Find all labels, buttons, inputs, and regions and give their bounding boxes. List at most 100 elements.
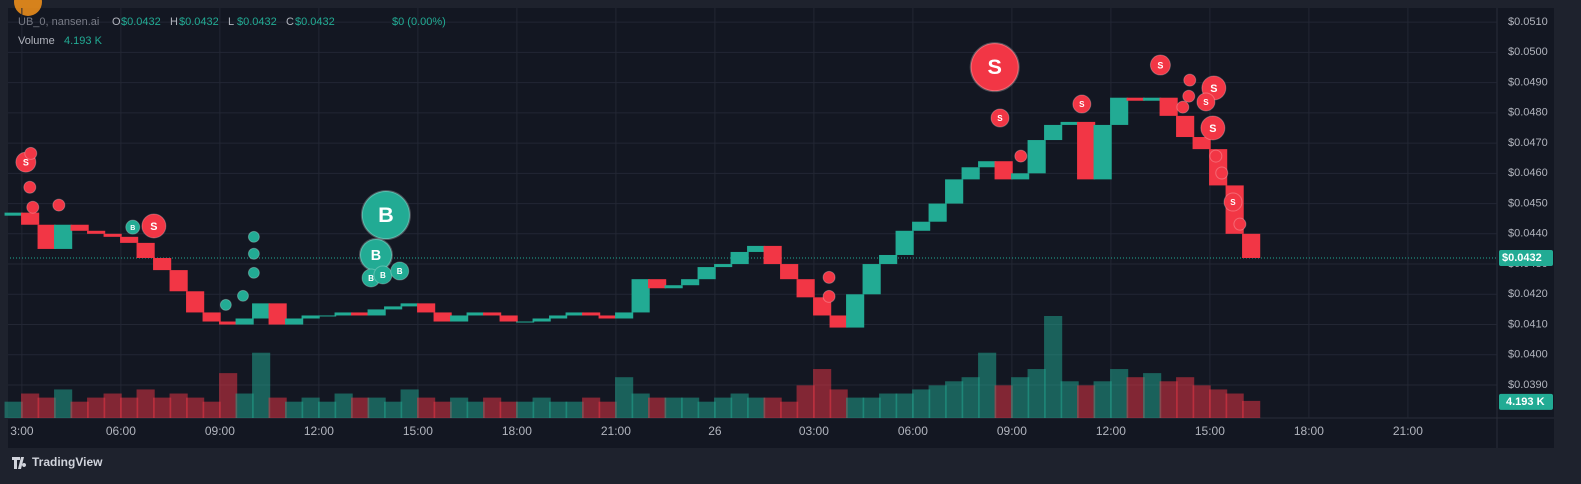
volume-bar	[1110, 369, 1129, 418]
volume-bar	[796, 385, 815, 418]
last-volume-badge	[1499, 393, 1553, 410]
volume-bar	[532, 397, 551, 418]
volume-bar	[351, 397, 370, 418]
candle	[697, 267, 716, 280]
volume-legend-name: Volume	[18, 35, 55, 47]
volume-bar	[202, 401, 221, 418]
x-tick-label: 21:00	[1393, 424, 1423, 438]
volume-layer	[4, 316, 1261, 418]
candle	[136, 242, 155, 259]
x-tick-label: 15:00	[1195, 424, 1225, 438]
candle	[153, 258, 172, 271]
candle	[565, 312, 584, 316]
candle	[466, 312, 485, 316]
candle	[334, 312, 353, 316]
volume-bar	[582, 397, 601, 418]
volume-bar	[1209, 389, 1228, 418]
candle	[1242, 233, 1261, 259]
volume-legend-value: 4.193 K	[64, 35, 103, 47]
x-tick-label: 3:00	[10, 424, 34, 438]
trade-marker	[1183, 73, 1197, 87]
trade-marker	[1209, 149, 1223, 163]
volume-bar	[367, 397, 386, 418]
y-tick-label: $0.0510	[1508, 16, 1548, 28]
trade-marker-label: S	[1209, 123, 1216, 135]
candle	[681, 279, 700, 286]
candle	[1192, 137, 1211, 150]
candle	[978, 161, 997, 168]
volume-bar	[615, 377, 634, 418]
last-price-label: $0.0432	[1502, 252, 1542, 264]
trade-marker	[1182, 89, 1196, 103]
volume-bar	[1077, 385, 1096, 418]
candle	[549, 315, 568, 319]
candle	[664, 285, 683, 289]
candle	[631, 279, 650, 313]
volume-bar	[516, 401, 535, 418]
trade-marker	[1072, 94, 1092, 114]
candle	[895, 230, 914, 255]
candle	[730, 251, 749, 265]
volume-bar	[54, 389, 73, 418]
trade-marker	[52, 198, 66, 212]
volume-bar	[70, 401, 89, 418]
volume-bar	[120, 397, 139, 418]
candle	[1176, 115, 1195, 138]
candle	[433, 312, 452, 322]
volume-bar	[466, 401, 485, 418]
volume-bar	[318, 401, 337, 418]
volume-bar	[961, 377, 980, 418]
volume-bar	[1242, 400, 1261, 418]
candle	[829, 315, 848, 328]
candle	[367, 309, 386, 316]
trade-marker	[125, 219, 141, 235]
x-tick-label: 18:00	[502, 424, 532, 438]
candle	[186, 291, 205, 313]
volume-bar	[829, 389, 848, 418]
candle	[483, 312, 502, 316]
x-tick-label: 03:00	[799, 424, 829, 438]
candle	[499, 315, 518, 322]
volume-bar	[483, 397, 502, 418]
volume-bar	[1027, 369, 1046, 418]
volume-bar	[714, 397, 733, 418]
ohlc-value: $0.0432	[179, 16, 219, 28]
candle	[598, 315, 617, 319]
candle	[780, 264, 799, 280]
volume-bar	[37, 397, 56, 418]
y-tick-label: $0.0490	[1508, 76, 1548, 88]
candle-layer	[4, 97, 1261, 328]
y-tick-label: $0.0400	[1508, 349, 1548, 361]
trade-marker	[1149, 54, 1171, 76]
trade-marker-label: B	[368, 274, 374, 283]
trade-marker-label: B	[397, 267, 403, 276]
ohlc-key: C	[286, 16, 294, 28]
candle	[516, 321, 535, 323]
volume-bar	[252, 352, 271, 418]
candle	[714, 264, 733, 268]
candle	[928, 203, 947, 222]
plot-background	[8, 8, 1554, 448]
volume-bar	[285, 401, 304, 418]
volume-bar	[400, 389, 419, 418]
trade-marker	[969, 42, 1020, 93]
volume-bar	[87, 397, 106, 418]
y-tick-label: $0.0420	[1508, 288, 1548, 300]
volume-bar	[186, 397, 205, 418]
candle	[219, 321, 238, 325]
volume-bar	[334, 393, 353, 418]
candle	[1027, 140, 1046, 174]
volume-bar	[565, 401, 584, 418]
y-tick-label: $0.0440	[1508, 228, 1548, 240]
y-tick-label: $0.0410	[1508, 318, 1548, 330]
volume-bar	[846, 397, 865, 418]
volume-bar	[928, 385, 947, 418]
y-tick-label: $0.0470	[1508, 137, 1548, 149]
candle	[945, 179, 964, 204]
trade-marker	[23, 180, 37, 194]
candle	[1060, 121, 1079, 125]
trade-marker	[1233, 217, 1247, 231]
volume-bar	[1060, 381, 1079, 418]
